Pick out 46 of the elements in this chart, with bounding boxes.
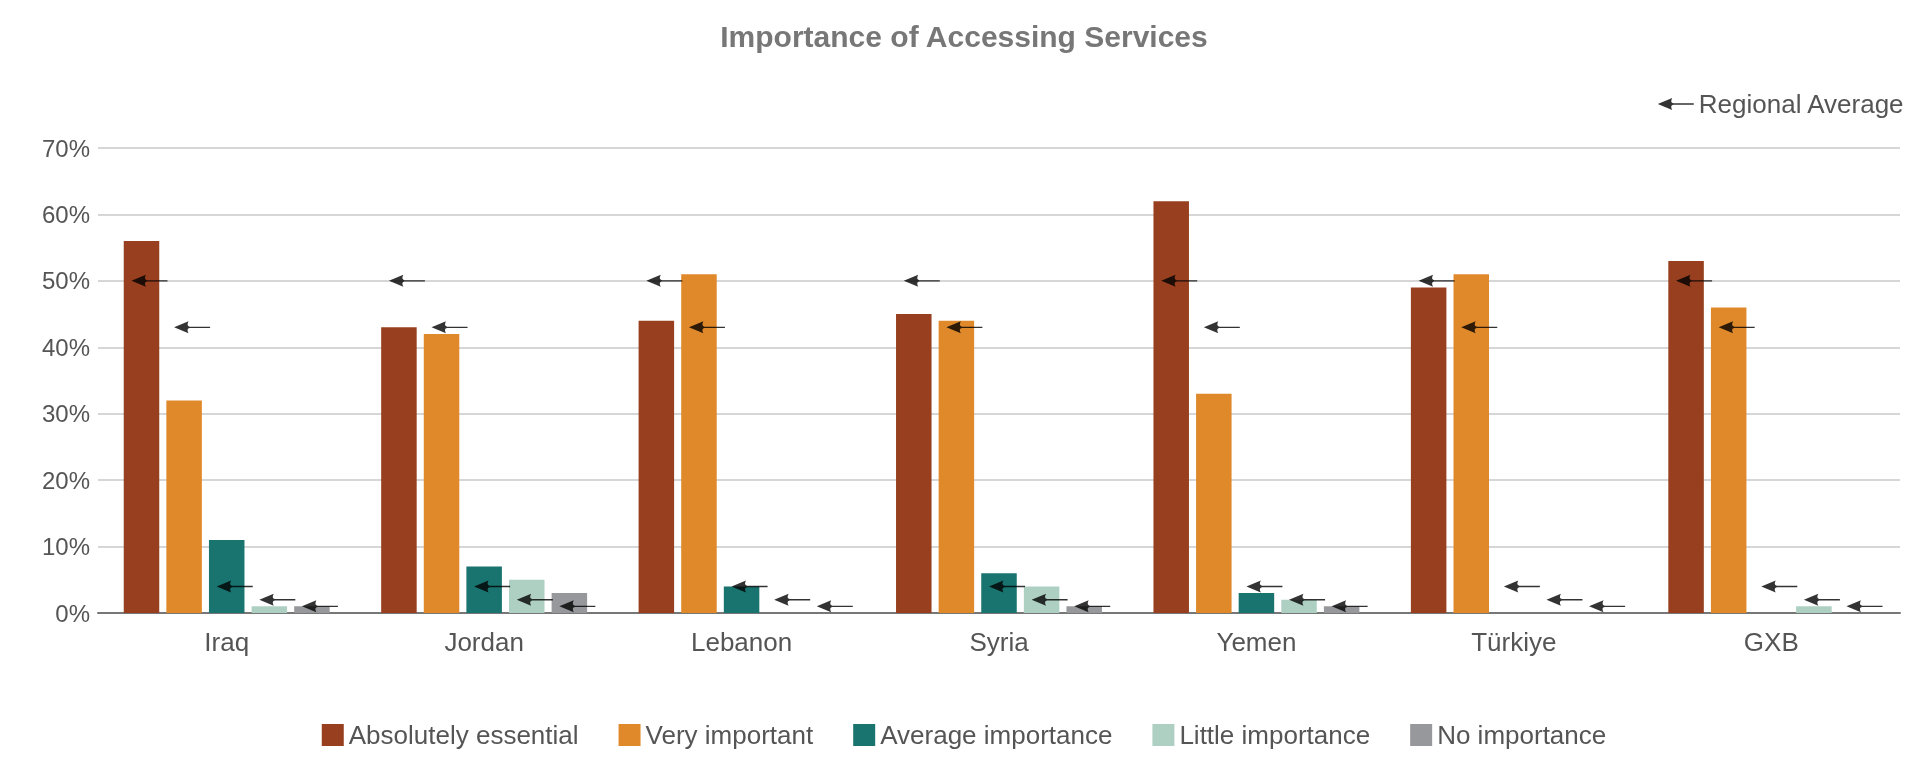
bar [1238,593,1275,613]
bar [509,579,545,613]
legend-label: Little importance [1179,720,1371,750]
bar [681,274,717,613]
legend-label: Average importance [880,720,1113,750]
x-tick-label: Türkiye [1471,627,1557,657]
legend-label: Absolutely essential [348,720,579,750]
y-tick-label: 60% [41,200,90,228]
y-tick-label: 30% [41,400,90,428]
bar [1710,307,1747,613]
bar [1023,586,1060,613]
bar [938,320,975,613]
bar [208,539,245,613]
bar [723,586,760,613]
x-tick-label: Syria [969,627,1030,657]
bar [638,320,675,613]
bar [466,566,502,613]
x-tick-label: Yemen [1216,627,1297,657]
y-tick-label: 10% [41,533,90,561]
bar [423,334,460,613]
x-tick-label: GXB [1743,627,1799,657]
y-tick-label: 40% [41,333,90,361]
y-tick-label: 0% [55,599,90,627]
bar [1453,274,1489,613]
chart-title: Importance of Accessing Services [720,19,1208,53]
bar [1153,201,1189,613]
legend-label: Very important [645,720,814,750]
bar [1410,287,1447,613]
bar [123,241,160,613]
bar [166,400,202,613]
bar [981,573,1017,613]
x-tick-label: Lebanon [690,627,793,657]
bar [896,314,932,613]
legend-label: No importance [1437,720,1607,750]
bar [381,327,417,613]
x-tick-label: Jordan [444,627,524,657]
y-tick-label: 50% [41,267,90,295]
legend-label: Regional Average [1698,89,1904,119]
y-tick-label: 20% [41,466,90,494]
bar [1668,260,1704,613]
bar [251,606,288,613]
x-tick-label: Iraq [204,627,250,657]
bar [1796,606,1832,613]
y-tick-label: 70% [41,134,90,162]
bar [1281,599,1317,613]
bar [1196,393,1232,613]
